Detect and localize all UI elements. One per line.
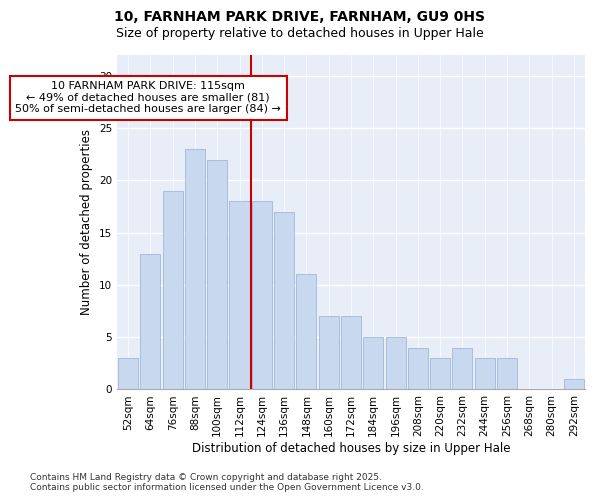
Bar: [163, 191, 182, 390]
Bar: [274, 212, 294, 390]
Bar: [475, 358, 495, 390]
Bar: [408, 348, 428, 390]
Y-axis label: Number of detached properties: Number of detached properties: [80, 129, 93, 315]
Bar: [564, 379, 584, 390]
Bar: [452, 348, 472, 390]
Bar: [386, 337, 406, 390]
X-axis label: Distribution of detached houses by size in Upper Hale: Distribution of detached houses by size …: [192, 442, 510, 455]
Bar: [229, 202, 250, 390]
Bar: [497, 358, 517, 390]
Bar: [341, 316, 361, 390]
Bar: [118, 358, 138, 390]
Text: Size of property relative to detached houses in Upper Hale: Size of property relative to detached ho…: [116, 28, 484, 40]
Bar: [140, 254, 160, 390]
Bar: [319, 316, 339, 390]
Bar: [252, 202, 272, 390]
Bar: [207, 160, 227, 390]
Text: 10, FARNHAM PARK DRIVE, FARNHAM, GU9 0HS: 10, FARNHAM PARK DRIVE, FARNHAM, GU9 0HS: [115, 10, 485, 24]
Text: Contains HM Land Registry data © Crown copyright and database right 2025.
Contai: Contains HM Land Registry data © Crown c…: [30, 473, 424, 492]
Bar: [185, 149, 205, 390]
Bar: [363, 337, 383, 390]
Text: 10 FARNHAM PARK DRIVE: 115sqm
← 49% of detached houses are smaller (81)
50% of s: 10 FARNHAM PARK DRIVE: 115sqm ← 49% of d…: [15, 81, 281, 114]
Bar: [296, 274, 316, 390]
Bar: [430, 358, 450, 390]
